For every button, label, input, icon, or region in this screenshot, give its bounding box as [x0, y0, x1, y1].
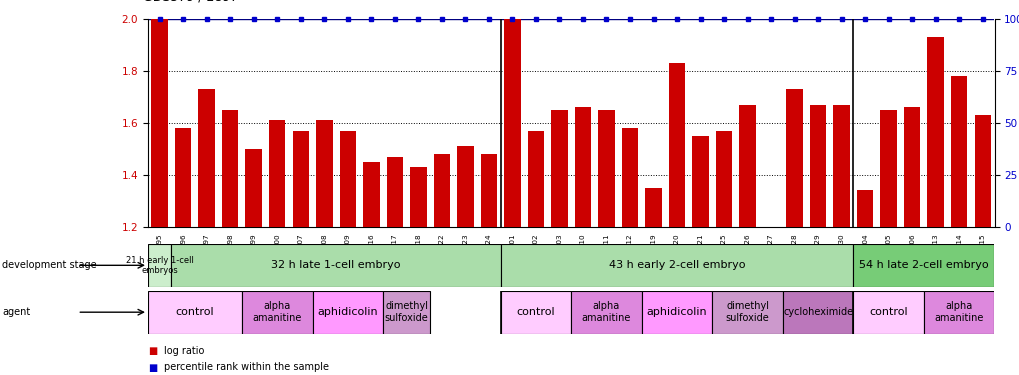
Text: alpha
amanitine: alpha amanitine [933, 302, 983, 323]
Bar [246, 149, 262, 227]
Bar [641, 291, 711, 334]
Bar [903, 107, 919, 227]
Bar [571, 291, 641, 334]
Bar [292, 130, 309, 227]
Bar [833, 105, 849, 227]
Bar [480, 154, 496, 227]
Text: ■: ■ [148, 363, 157, 372]
Bar [973, 115, 990, 227]
Bar [410, 167, 426, 227]
Bar [222, 110, 238, 227]
Bar [783, 291, 853, 334]
Text: 21 h early 1-cell
embryos: 21 h early 1-cell embryos [125, 256, 194, 275]
Text: agent: agent [2, 308, 31, 317]
Bar [500, 244, 853, 287]
Text: 54 h late 2-cell embryo: 54 h late 2-cell embryo [858, 260, 987, 270]
Text: 32 h late 1-cell embryo: 32 h late 1-cell embryo [271, 260, 400, 270]
Bar [433, 154, 449, 227]
Bar [856, 190, 872, 227]
Bar [574, 107, 591, 227]
Bar [383, 291, 430, 334]
Bar [148, 244, 171, 287]
Text: dimethyl
sulfoxide: dimethyl sulfoxide [725, 302, 768, 323]
Text: GDS579 / 2897: GDS579 / 2897 [143, 0, 237, 4]
Bar [668, 63, 685, 227]
Bar [879, 110, 896, 227]
Bar [853, 291, 923, 334]
Bar [645, 188, 661, 227]
Bar [809, 105, 825, 227]
Bar [622, 128, 638, 227]
Bar [692, 136, 708, 227]
Text: development stage: development stage [2, 261, 97, 270]
Bar [175, 128, 192, 227]
Bar [151, 19, 168, 227]
Text: alpha
amanitine: alpha amanitine [581, 302, 631, 323]
Text: aphidicolin: aphidicolin [646, 307, 706, 317]
Text: cycloheximide: cycloheximide [783, 307, 852, 317]
Bar [853, 244, 994, 287]
Bar [926, 37, 943, 227]
Bar [598, 110, 614, 227]
Text: control: control [868, 307, 907, 317]
Text: aphidicolin: aphidicolin [317, 307, 378, 317]
Text: percentile rank within the sample: percentile rank within the sample [164, 363, 329, 372]
Bar [503, 19, 520, 227]
Text: 43 h early 2-cell embryo: 43 h early 2-cell embryo [608, 260, 745, 270]
Bar [550, 110, 568, 227]
Bar [500, 291, 571, 334]
Bar [786, 89, 802, 227]
Bar [339, 130, 356, 227]
Bar [950, 76, 966, 227]
Text: control: control [516, 307, 554, 317]
Bar [457, 146, 473, 227]
Text: ■: ■ [148, 346, 157, 355]
Text: alpha
amanitine: alpha amanitine [253, 302, 302, 323]
Bar [739, 105, 755, 227]
Bar [316, 120, 332, 227]
Text: log ratio: log ratio [164, 346, 205, 355]
Bar [199, 89, 215, 227]
Bar [527, 130, 543, 227]
Text: dimethyl
sulfoxide: dimethyl sulfoxide [384, 302, 428, 323]
Bar [171, 244, 500, 287]
Bar [363, 162, 379, 227]
Bar [148, 291, 242, 334]
Bar [242, 291, 312, 334]
Bar [269, 120, 285, 227]
Bar [715, 130, 732, 227]
Bar [312, 291, 383, 334]
Bar [923, 291, 994, 334]
Bar [711, 291, 783, 334]
Bar [386, 157, 403, 227]
Text: control: control [175, 307, 214, 317]
